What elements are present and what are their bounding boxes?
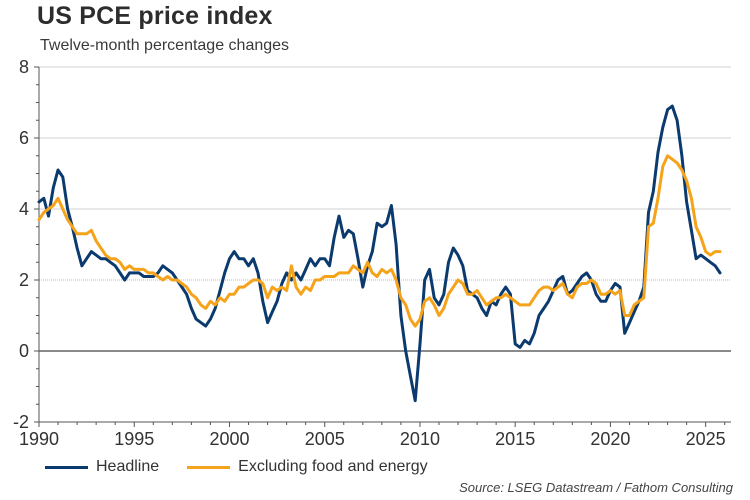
legend-item-headline: Headline: [45, 458, 159, 476]
source-note: Source: LSEG Datastream / Fathom Consult…: [459, 480, 733, 495]
legend-swatch-core: [187, 465, 231, 469]
y-tick-label: 8: [19, 57, 29, 77]
y-tick-label: 4: [19, 199, 29, 219]
legend-label-core: Excluding food and energy: [238, 458, 428, 475]
gridlines: [39, 66, 731, 352]
x-tick-label: 2000: [209, 429, 249, 449]
tick-labels: -2 0 2 4 6 8 1990 1995 2000 2005 2010 2015 2020 2025: [13, 57, 726, 449]
y-tick-label: 6: [19, 128, 29, 148]
series-line-core: [37, 154, 722, 328]
x-tick-label: 2025: [686, 429, 726, 449]
series-line-headline: [37, 104, 722, 403]
y-tick-label: 2: [19, 270, 29, 290]
chart-subtitle: Twelve-month percentage changes: [40, 37, 290, 54]
x-tick-label: 2020: [590, 429, 630, 449]
chart-title: US PCE price index: [37, 2, 273, 30]
legend-label-headline: Headline: [96, 458, 160, 475]
legend-item-core: Excluding food and energy: [187, 458, 428, 476]
series-lines: [37, 104, 722, 403]
x-tick-label: 2005: [305, 429, 345, 449]
x-tick-label: 1990: [19, 429, 59, 449]
axes: [34, 66, 731, 427]
y-tick-label: -2: [13, 412, 29, 432]
x-tick-label: 1995: [114, 429, 154, 449]
x-tick-label: 2015: [495, 429, 535, 449]
x-tick-label: 2010: [400, 429, 440, 449]
legend: Headline Excluding food and energy: [45, 457, 456, 477]
y-tick-label: 0: [19, 341, 29, 361]
legend-swatch-headline: [45, 465, 88, 469]
